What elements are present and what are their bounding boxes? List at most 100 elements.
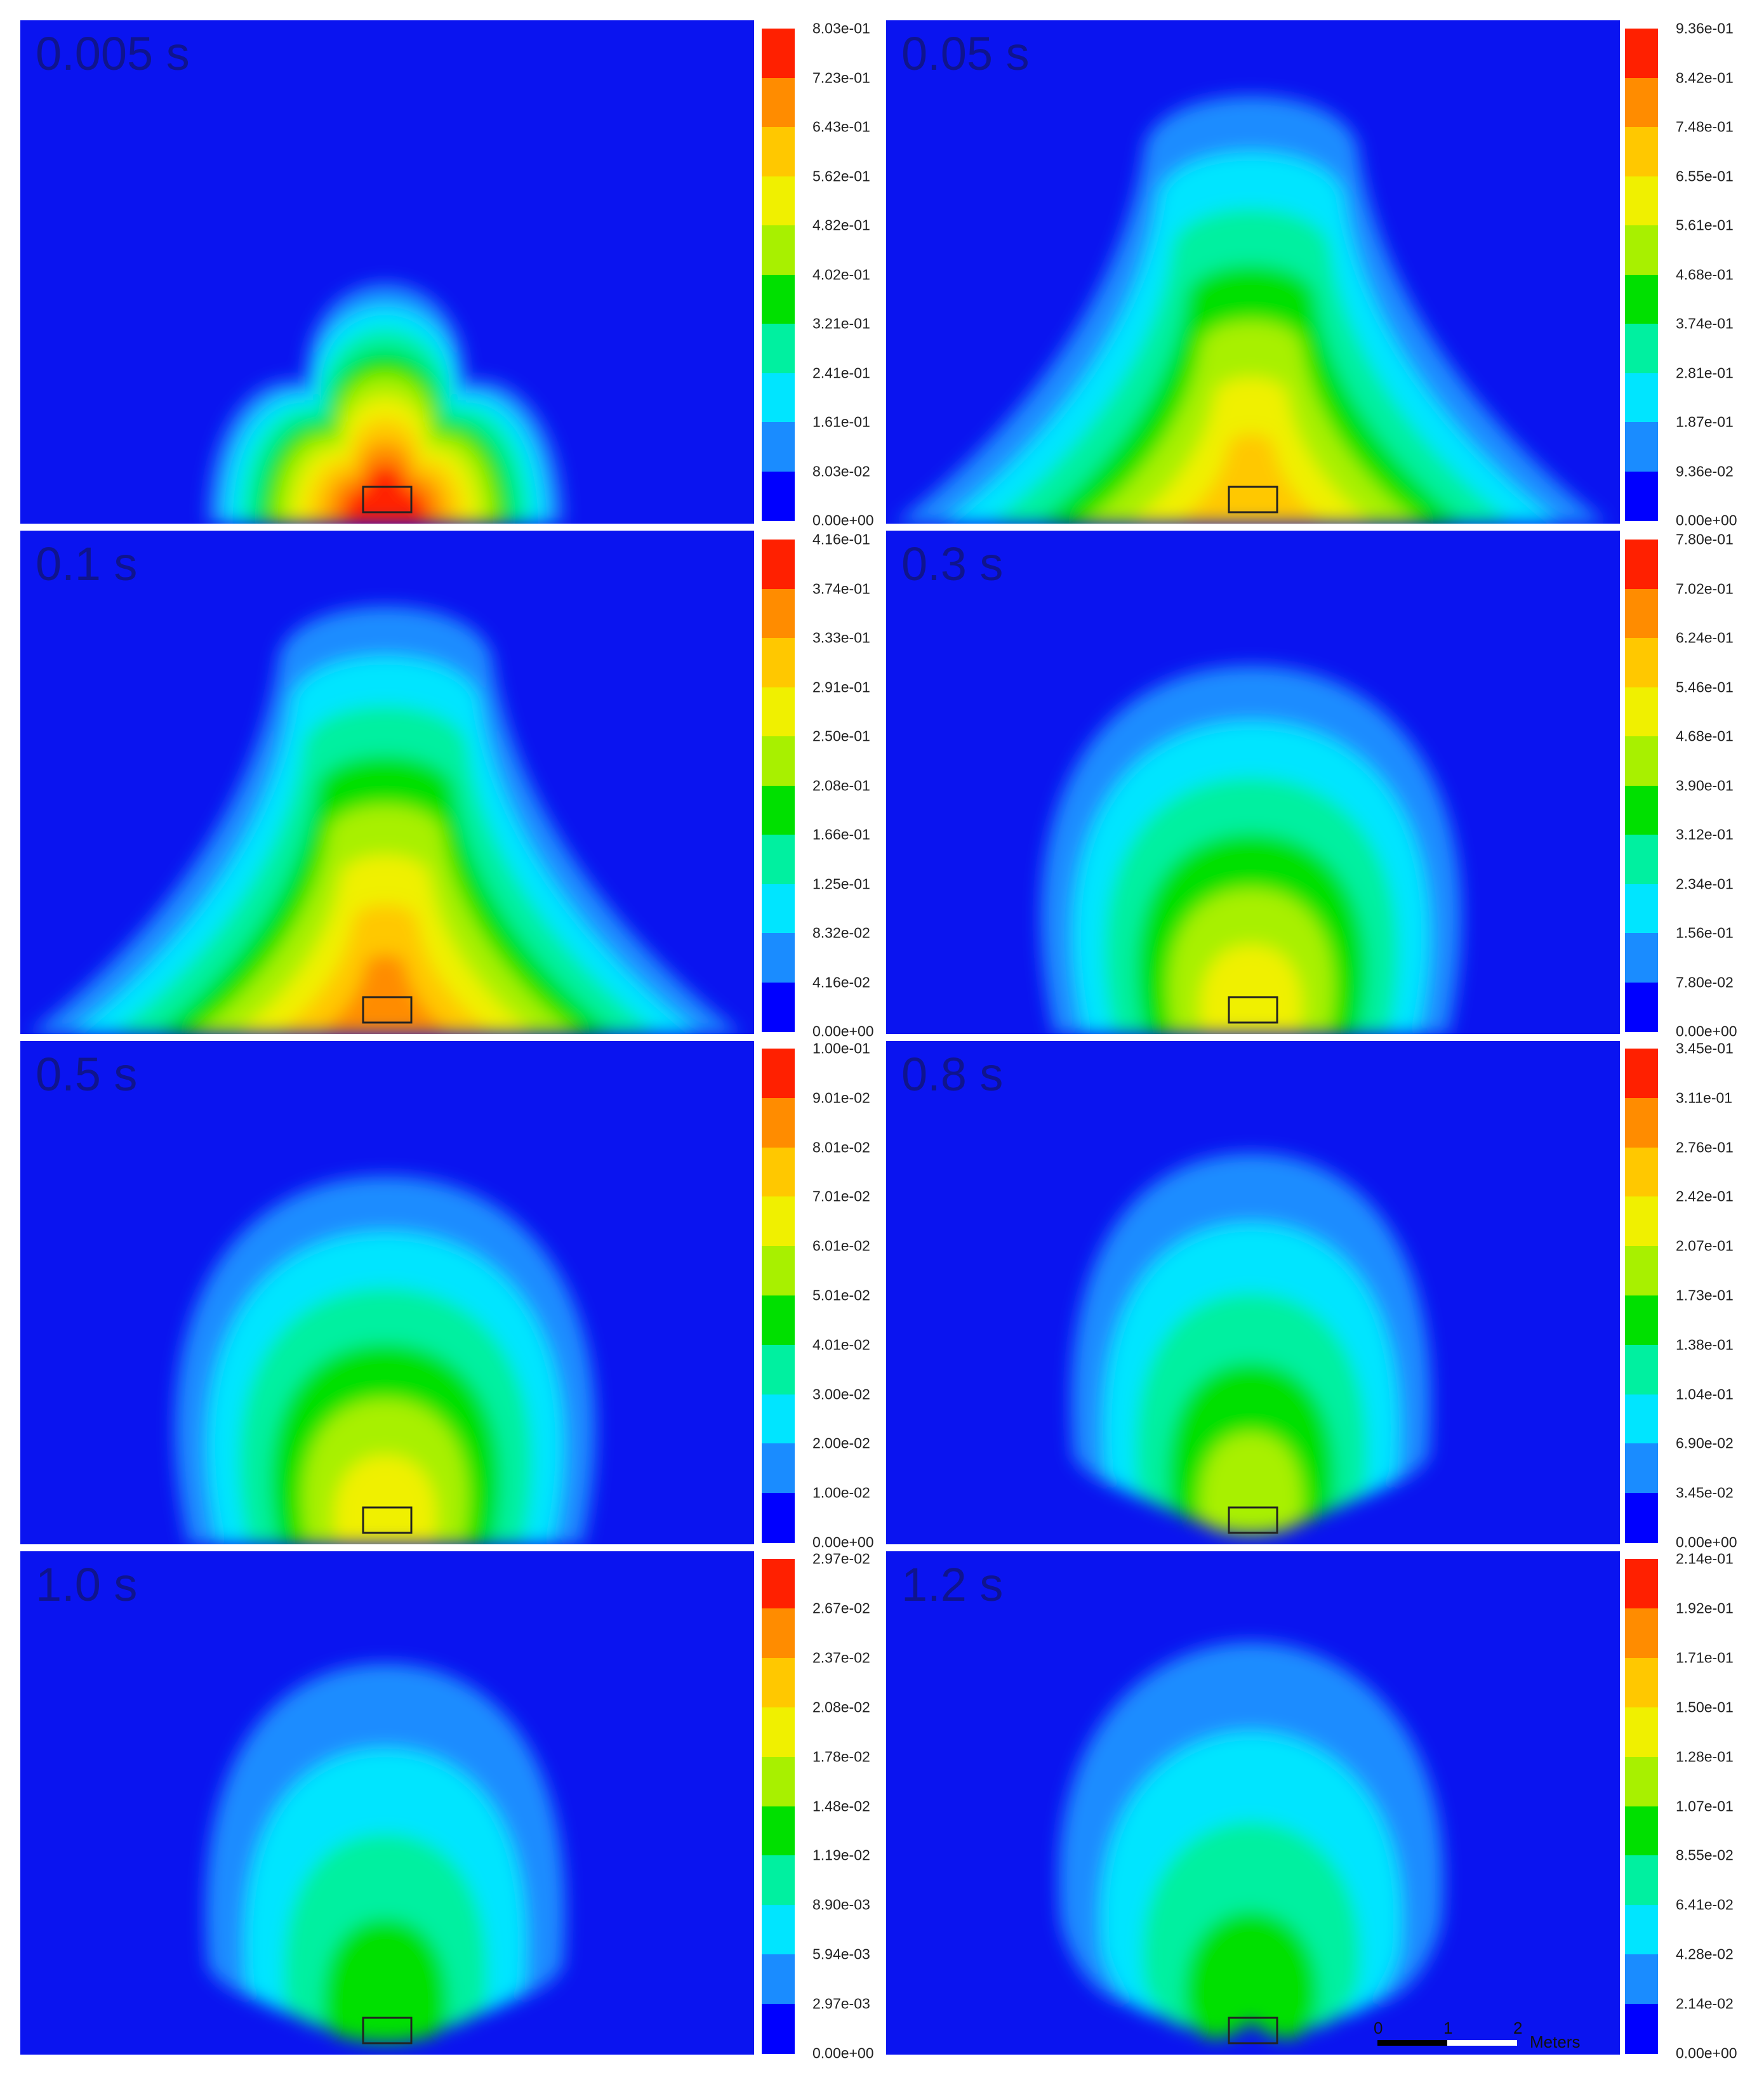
colorbar-tick-label: 2.14e-01 <box>1676 1550 1734 1567</box>
contour-field: 1.0 s <box>20 1551 754 2055</box>
colorbar-swatch <box>762 2004 795 2054</box>
colorbar-swatch <box>762 225 795 275</box>
contour-plot <box>1071 1153 1431 1534</box>
colorbar-tick-label: 4.02e-01 <box>812 266 870 282</box>
colorbar-swatch <box>1625 29 1658 79</box>
colorbar-tick-label: 9.36e-01 <box>1676 20 1734 37</box>
colorbar-tick-label: 3.12e-01 <box>1676 826 1734 843</box>
colorbar-tick-label: 4.68e-01 <box>1676 266 1734 282</box>
colorbar-tick-label: 3.45e-02 <box>1676 1484 1734 1501</box>
source-box <box>1228 996 1278 1024</box>
colorbar-swatch <box>762 1097 795 1148</box>
colorbar-swatch <box>762 127 795 177</box>
colorbar-tick-label: 5.46e-01 <box>1676 679 1734 695</box>
colorbar-tick-label: 2.91e-01 <box>812 679 870 695</box>
colorbar-swatch <box>1625 884 1658 934</box>
colorbar-tick-label: 3.74e-01 <box>812 580 870 597</box>
source-box <box>362 486 413 513</box>
colorbar-swatch <box>1625 2004 1658 2054</box>
colorbar-swatch <box>762 1147 795 1198</box>
colorbar-tick-label: 5.62e-01 <box>812 168 870 184</box>
colorbar-swatch <box>1625 785 1658 835</box>
contour-field: 0.1 s <box>20 531 754 1034</box>
contour-field: 0.3 s <box>886 531 1620 1034</box>
contour-field: 0.5 s <box>20 1041 754 1544</box>
time-label: 0.5 s <box>36 1048 138 1101</box>
colorbar-tick-label: 3.33e-01 <box>812 629 870 646</box>
colorbar-tick-label: 3.11e-01 <box>1676 1089 1733 1106</box>
colorbar-tick-label: 1.87e-01 <box>1676 413 1734 430</box>
colorbar-tick-label: 6.55e-01 <box>1676 168 1734 184</box>
colorbar-tick-label: 8.90e-03 <box>812 1896 870 1913</box>
colorbar-tick-label: 6.41e-02 <box>1676 1896 1734 1913</box>
time-label: 0.05 s <box>901 27 1030 80</box>
colorbar-swatch <box>762 471 795 521</box>
colorbar-tick-label: 1.78e-02 <box>812 1748 870 1765</box>
colorbar-swatch <box>1625 835 1658 885</box>
colorbar-tick-label: 2.42e-01 <box>1676 1188 1734 1205</box>
colorbar-tick-label: 1.38e-01 <box>1676 1336 1734 1353</box>
colorbar-swatch <box>762 588 795 639</box>
source-box <box>362 996 413 1024</box>
colorbar-tick-label: 7.80e-01 <box>1676 531 1734 548</box>
colorbar-swatch <box>1625 77 1658 128</box>
colorbar-swatch <box>762 324 795 374</box>
colorbar-swatch <box>762 933 795 983</box>
colorbar-tick-label: 1.71e-01 <box>1676 1649 1734 1666</box>
colorbar-swatch <box>762 1756 795 1807</box>
colorbar-swatch <box>762 982 795 1032</box>
colorbar-tick-label: 2.00e-02 <box>812 1434 870 1452</box>
colorbar-swatch <box>1625 127 1658 177</box>
colorbar-tick-label: 8.42e-01 <box>1676 69 1734 86</box>
colorbar-tick-label: 1.48e-02 <box>812 1798 870 1814</box>
colorbar-swatch <box>762 540 795 590</box>
colorbar-swatch <box>1625 274 1658 324</box>
colorbar-tick-label: 2.34e-01 <box>1676 875 1734 892</box>
colorbar-swatch <box>1625 1559 1658 1609</box>
colorbar-swatch <box>1625 1905 1658 1956</box>
contour-plot <box>896 96 1607 524</box>
colorbar-swatch <box>1625 933 1658 983</box>
colorbar-swatch <box>1625 1493 1658 1543</box>
colorbar-tick-label: 4.16e-02 <box>812 974 870 990</box>
source-box <box>1228 486 1278 513</box>
colorbar-tick-label: 2.08e-01 <box>812 777 870 793</box>
colorbar-tick-label: 1.19e-02 <box>812 1846 870 1864</box>
contour-field: 0.8 s <box>886 1041 1620 1544</box>
time-label: 0.3 s <box>901 538 1004 590</box>
colorbar-tick-label: 5.94e-03 <box>812 1945 870 1963</box>
contour-plot <box>208 284 563 524</box>
colorbar-swatch <box>762 1493 795 1543</box>
colorbar-tick-label: 6.24e-01 <box>1676 629 1734 646</box>
time-label: 1.2 s <box>901 1558 1004 1611</box>
colorbar-tick-label: 3.90e-01 <box>1676 777 1734 793</box>
colorbar-swatch <box>1625 1049 1658 1099</box>
colorbar-tick-label: 6.90e-02 <box>1676 1434 1734 1452</box>
colorbar-swatch <box>1625 736 1658 786</box>
colorbar-tick-label: 4.82e-01 <box>812 216 870 234</box>
colorbar-tick-label: 2.41e-01 <box>812 364 870 381</box>
colorbar-swatch <box>762 1196 795 1247</box>
contour-field: 1.2 s <box>886 1551 1620 2055</box>
colorbar-tick-label: 0.00e+00 <box>812 1534 874 1551</box>
colorbar-tick-label: 4.68e-01 <box>1676 727 1734 745</box>
colorbar-swatch <box>762 1806 795 1857</box>
contour-field: 0.005 s <box>20 20 754 524</box>
contour-level <box>1176 434 1326 524</box>
colorbar-tick-label: 7.02e-01 <box>1676 580 1734 597</box>
colorbar-swatch <box>1625 225 1658 275</box>
colorbar-tick-label: 1.92e-01 <box>1676 1600 1734 1617</box>
colorbar-tick-label: 1.56e-01 <box>1676 924 1734 941</box>
source-box <box>1228 1506 1278 1534</box>
colorbar-tick-label: 0.00e+00 <box>1676 2044 1737 2062</box>
colorbar-tick-label: 0.00e+00 <box>812 512 874 529</box>
colorbar-swatch <box>762 1049 795 1099</box>
colorbar-swatch <box>1625 638 1658 688</box>
colorbar-tick-label: 0.00e+00 <box>812 2044 874 2062</box>
contour-plot <box>205 1664 566 2044</box>
colorbar-swatch <box>762 77 795 128</box>
colorbar-tick-label: 6.43e-01 <box>812 118 870 135</box>
scale-bar-unit: Meters <box>1530 2032 1581 2051</box>
colorbar-swatch <box>1625 1855 1658 1906</box>
colorbar-tick-label: 1.73e-01 <box>1676 1287 1734 1304</box>
